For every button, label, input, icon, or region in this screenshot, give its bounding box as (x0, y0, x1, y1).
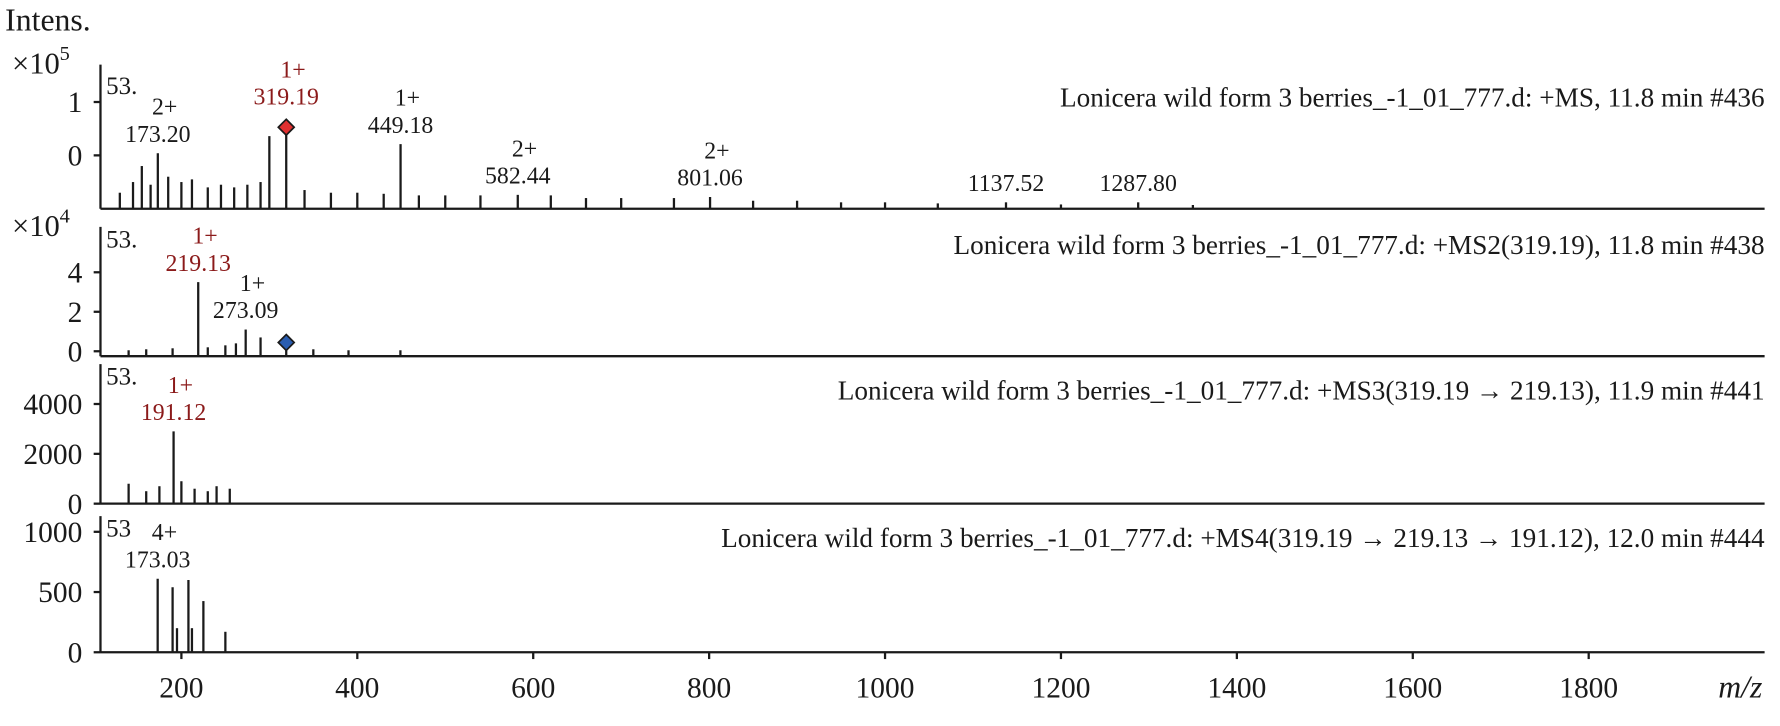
x-tick-label: 400 (335, 673, 379, 705)
panel-title: Lonicera wild form 3 berries_-1_01_777.d… (838, 375, 1765, 405)
peak-label: 801.06 (677, 166, 743, 192)
x-tick-label: 1200 (1031, 673, 1090, 705)
scale-exponent: 4 (60, 205, 70, 227)
peak-label: 273.09 (213, 298, 278, 324)
y-tick-label: 0 (68, 637, 83, 669)
scale-label: ×10 (12, 47, 60, 81)
x-tick-label: 200 (159, 673, 203, 705)
corner-label: 53. (106, 73, 137, 100)
peak-label: 582.44 (485, 164, 551, 190)
peak-label: 319.19 (253, 85, 318, 111)
charge-label: 1+ (280, 57, 305, 83)
scale-label: ×10 (12, 209, 60, 243)
corner-label: 53 (106, 516, 131, 543)
y-tick-label: 500 (38, 577, 82, 609)
y-tick-label: 1000 (23, 517, 82, 549)
x-tick-label: 600 (511, 673, 555, 705)
peak-label: 1137.52 (968, 171, 1045, 197)
y-axis-label: Intens. (5, 3, 91, 38)
peak-label: 449.18 (368, 113, 433, 139)
peak-label: 173.03 (125, 547, 190, 573)
charge-label: 1+ (168, 373, 193, 399)
y-tick-label: 1 (68, 87, 83, 119)
charge-label: 1+ (192, 224, 217, 250)
peak-label: 1287.80 (1099, 171, 1176, 197)
peak-label: 219.13 (165, 251, 230, 277)
y-tick-label: 0 (68, 336, 83, 368)
precursor-marker (277, 118, 296, 137)
peak-label: 191.12 (141, 400, 206, 426)
y-tick-label: 2 (68, 297, 83, 329)
y-tick-label: 4000 (23, 389, 82, 421)
x-tick-label: 1600 (1383, 673, 1442, 705)
panel-title: Lonicera wild form 3 berries_-1_01_777.d… (1060, 83, 1765, 113)
y-tick-label: 0 (68, 141, 83, 173)
charge-label: 2+ (152, 95, 177, 121)
charge-label: 1+ (240, 271, 265, 297)
y-tick-label: 4 (68, 257, 83, 289)
x-axis-label: m/z (1718, 670, 1762, 705)
charge-label: 2+ (704, 138, 729, 164)
x-tick-label: 1000 (856, 673, 915, 705)
y-tick-label: 0 (68, 489, 83, 521)
charge-label: 2+ (512, 136, 537, 162)
peak-label: 173.20 (125, 122, 190, 148)
corner-label: 53. (106, 364, 137, 391)
x-tick-label: 1400 (1207, 673, 1266, 705)
panel-title: Lonicera wild form 3 berries_-1_01_777.d… (953, 230, 1764, 260)
x-tick-label: 1800 (1559, 673, 1618, 705)
charge-label: 4+ (152, 520, 177, 546)
scale-exponent: 5 (60, 43, 70, 65)
panel-title: Lonicera wild form 3 berries_-1_01_777.d… (721, 523, 1765, 553)
corner-label: 53. (106, 226, 137, 253)
x-tick-label: 800 (687, 673, 731, 705)
precursor-marker (277, 333, 296, 352)
y-tick-label: 2000 (23, 439, 82, 471)
charge-label: 1+ (395, 86, 420, 112)
